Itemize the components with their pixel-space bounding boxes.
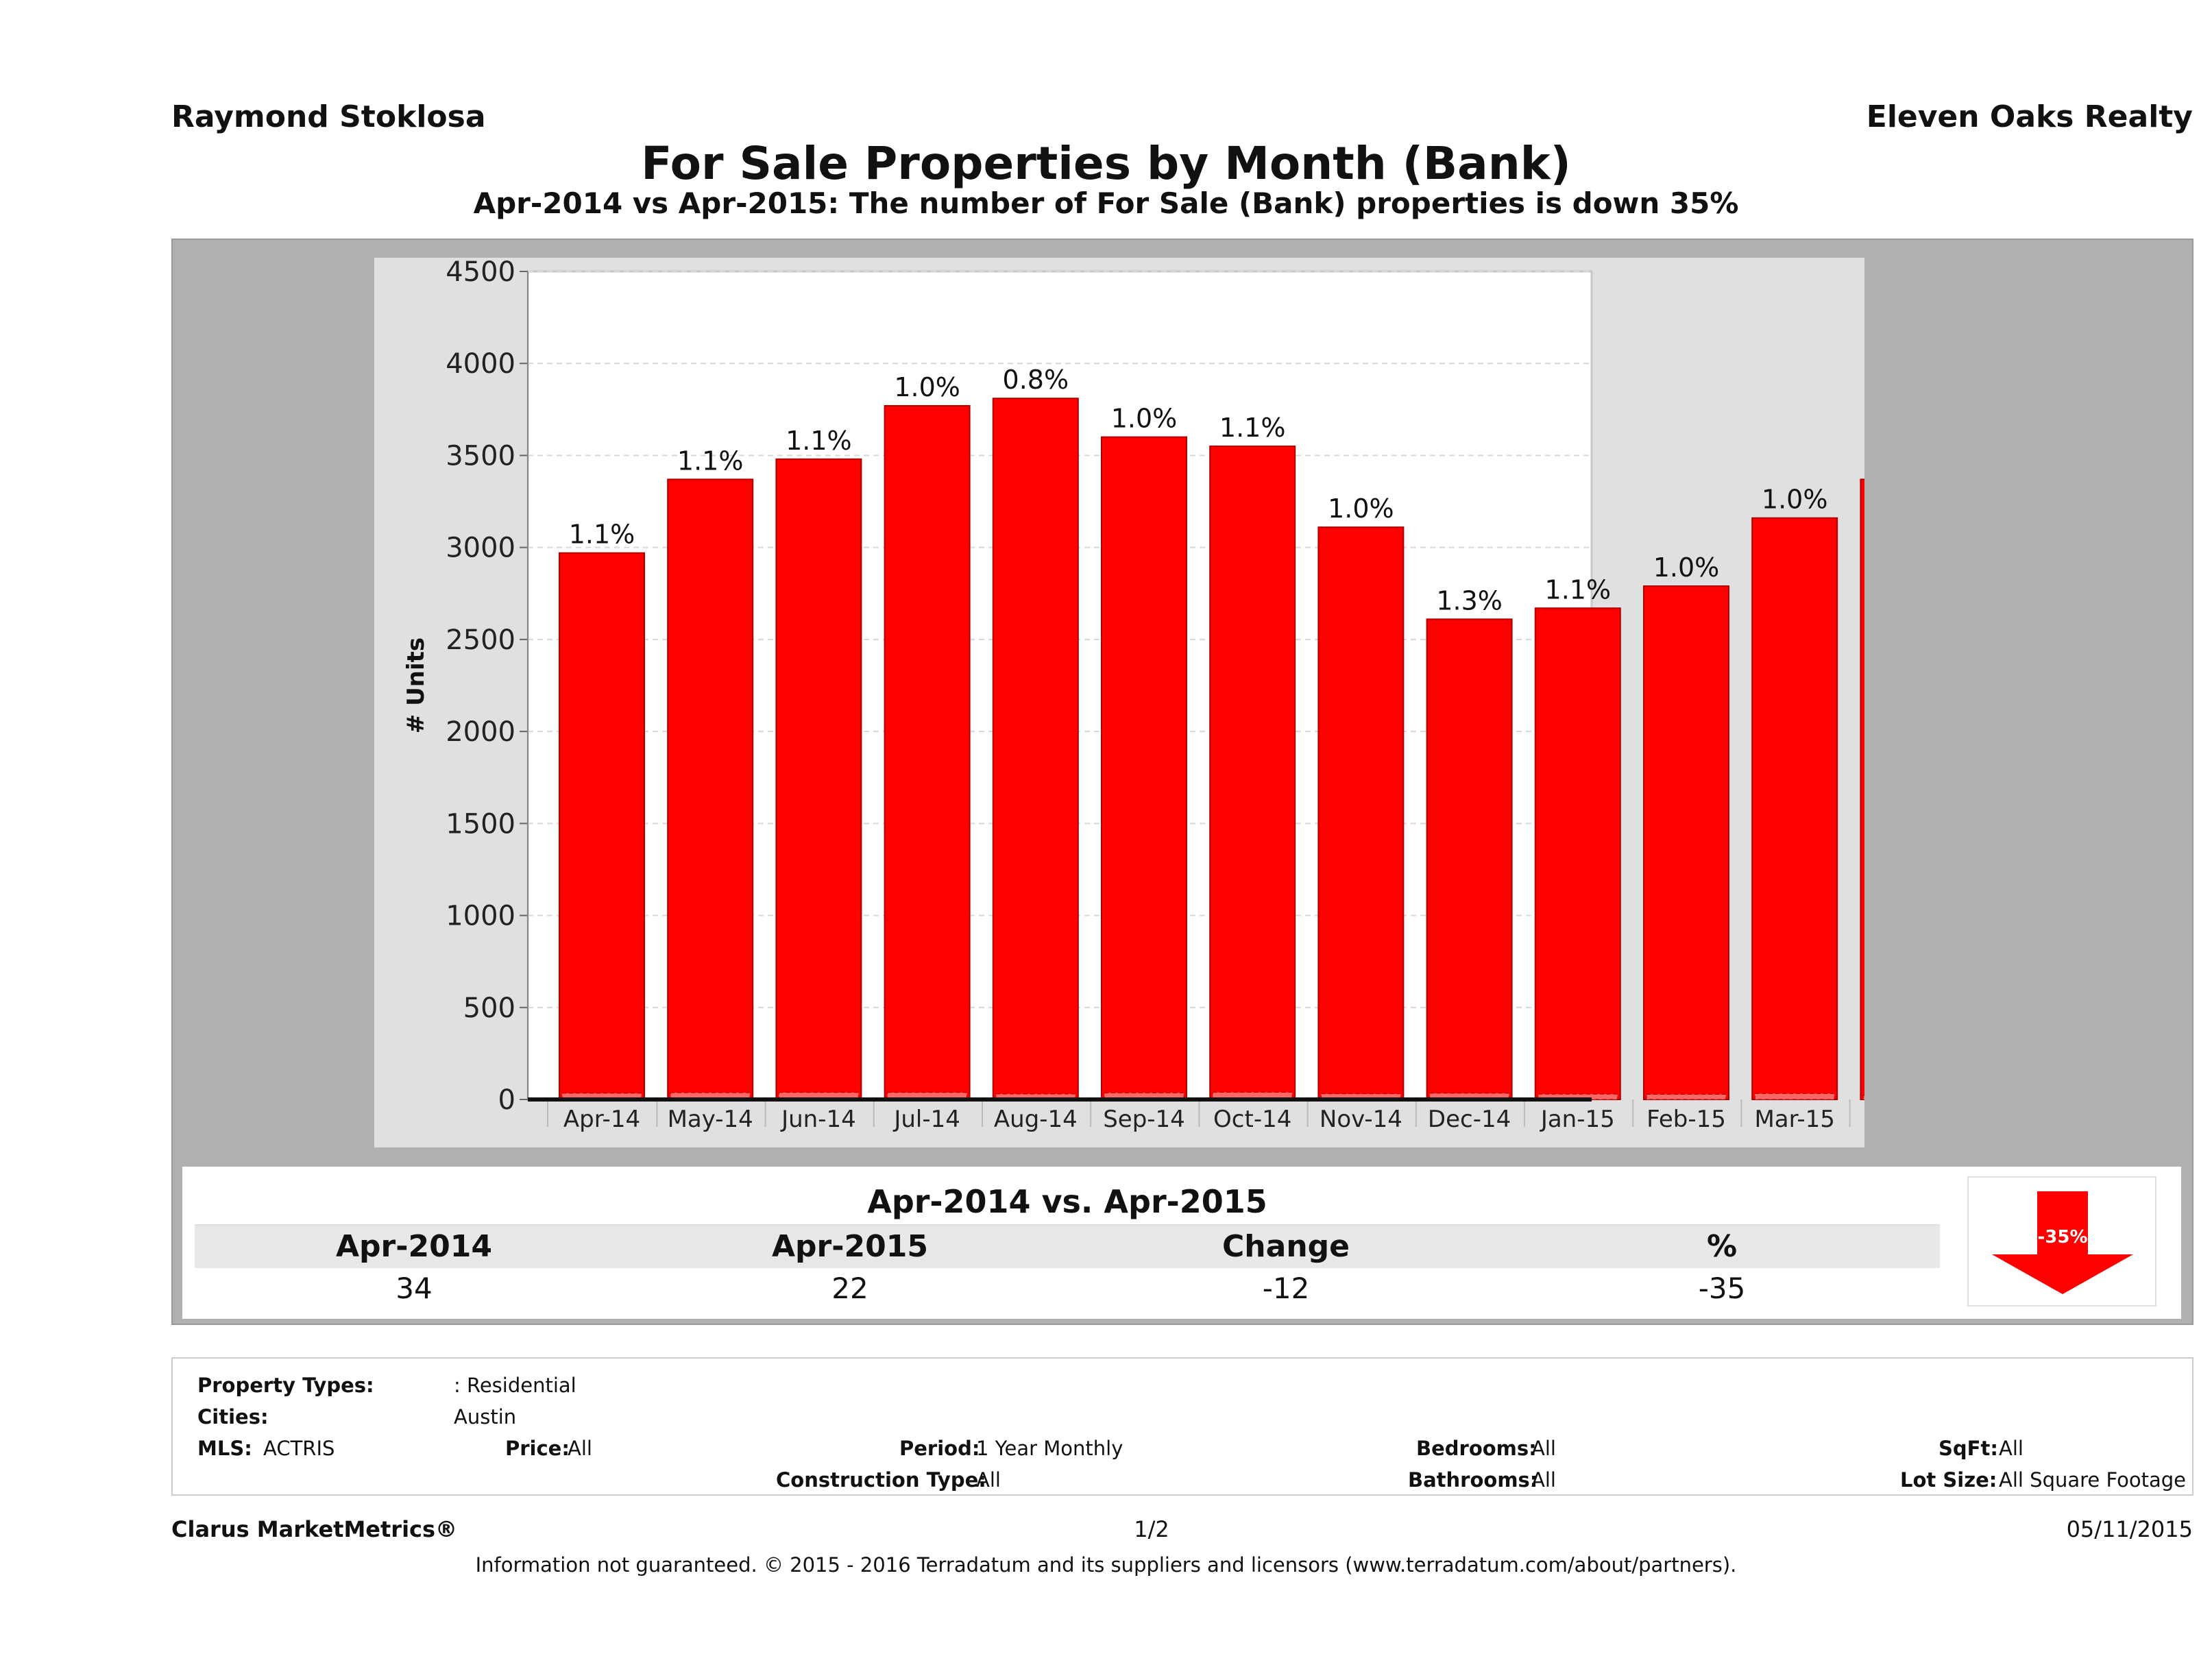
price-label: Price: bbox=[505, 1437, 570, 1460]
comparison-value-percent: -35 bbox=[1698, 1272, 1746, 1305]
bar-data-label: 1.0% bbox=[1111, 404, 1178, 434]
property-types-label: Property Types: bbox=[197, 1374, 374, 1397]
bar-data-label: 1.0% bbox=[894, 372, 960, 402]
bar-data-label: 1.1% bbox=[786, 426, 852, 456]
y-tick-label: 500 bbox=[463, 993, 515, 1024]
bar-data-label: 0.8% bbox=[1003, 365, 1069, 395]
x-tick-label: Sep-14 bbox=[1103, 1106, 1185, 1133]
sqft-label: SqFt: bbox=[1938, 1437, 1998, 1460]
trend-arrow-label: -35% bbox=[2037, 1227, 2088, 1248]
footer-page-number: 1/2 bbox=[1134, 1516, 1169, 1542]
comparison-header-row: Apr-2014 Apr-2015 Change % bbox=[195, 1226, 1940, 1268]
footer-date: 05/11/2015 bbox=[2066, 1516, 2193, 1542]
mls-label: MLS: bbox=[197, 1437, 252, 1460]
bar bbox=[1534, 607, 1621, 1100]
x-tick-label: Aug-14 bbox=[994, 1106, 1078, 1133]
comparison-value-end: 22 bbox=[831, 1272, 868, 1305]
period-label: Period: bbox=[899, 1437, 980, 1460]
bar-secondary bbox=[1646, 1093, 1727, 1100]
comparison-header-start: Apr-2014 bbox=[336, 1229, 492, 1264]
bar bbox=[1751, 517, 1838, 1100]
bar bbox=[1101, 436, 1187, 1101]
comparison-header-end: Apr-2015 bbox=[772, 1229, 928, 1264]
bathrooms-value: All bbox=[1531, 1468, 1556, 1492]
comparison-title: Apr-2014 vs. Apr-2015 bbox=[195, 1179, 1940, 1226]
x-tick-label: Apr-14 bbox=[563, 1106, 640, 1133]
y-tick-label: 4500 bbox=[446, 258, 515, 288]
x-tick-label: Feb-15 bbox=[1646, 1106, 1726, 1133]
bedrooms-value: All bbox=[1531, 1437, 1556, 1460]
x-tick-label: Nov-14 bbox=[1320, 1106, 1402, 1133]
cities-label: Cities: bbox=[197, 1405, 269, 1428]
bar bbox=[1426, 618, 1513, 1100]
footer-disclaimer: Information not guaranteed. © 2015 - 201… bbox=[475, 1553, 1737, 1577]
comparison-value-start: 34 bbox=[396, 1272, 433, 1305]
bar-secondary bbox=[1754, 1093, 1835, 1100]
bar bbox=[775, 458, 862, 1100]
x-tick-label: Jan-15 bbox=[1540, 1106, 1615, 1133]
y-axis-label: # Units bbox=[402, 637, 430, 733]
bar bbox=[992, 398, 1079, 1100]
y-tick-label: 1000 bbox=[446, 901, 515, 932]
lot-size-value: All Square Footage bbox=[1999, 1468, 2187, 1492]
x-tick-label: Mar-15 bbox=[1754, 1106, 1835, 1133]
chart-subtitle: Apr-2014 vs Apr-2015: The number of For … bbox=[473, 186, 1739, 220]
comparison-header-change: Change bbox=[1222, 1229, 1350, 1264]
bar bbox=[1860, 478, 1864, 1100]
agent-name: Raymond Stoklosa bbox=[171, 99, 486, 134]
y-tick-label: 1500 bbox=[446, 808, 515, 840]
x-tick-label: Jun-14 bbox=[780, 1106, 856, 1133]
bathrooms-label: Bathrooms: bbox=[1408, 1468, 1538, 1492]
mls-value: ACTRIS bbox=[263, 1437, 335, 1460]
footer-brand: Clarus MarketMetrics® bbox=[171, 1516, 458, 1542]
filter-info-box: Property Types: : Residential Cities: Au… bbox=[171, 1357, 2193, 1496]
comparison-value-change: -12 bbox=[1262, 1272, 1310, 1305]
y-tick-label: 3500 bbox=[446, 440, 515, 472]
bar bbox=[559, 552, 645, 1101]
x-tick-label: Jul-14 bbox=[892, 1106, 960, 1133]
brokerage-name: Eleven Oaks Realty bbox=[1866, 99, 2193, 134]
bar-data-label: 1.1% bbox=[677, 446, 744, 476]
bar bbox=[667, 478, 754, 1100]
sqft-value: All bbox=[1999, 1437, 2023, 1460]
bar bbox=[1317, 526, 1405, 1101]
period-value: 1 Year Monthly bbox=[976, 1437, 1123, 1460]
bar-data-label: 1.1% bbox=[1219, 413, 1286, 443]
bar-data-label: 1.0% bbox=[1653, 552, 1720, 583]
comparison-header-percent: % bbox=[1706, 1229, 1738, 1264]
bar-data-label: 1.0% bbox=[1328, 494, 1394, 524]
chart-title: For Sale Properties by Month (Bank) bbox=[641, 137, 1571, 190]
construction-type-label: Construction Type: bbox=[776, 1468, 986, 1492]
down-arrow-icon bbox=[1992, 1191, 2133, 1294]
bar-data-label: 1.1% bbox=[569, 520, 635, 550]
bedrooms-label: Bedrooms: bbox=[1416, 1437, 1537, 1460]
bar-data-label: 1.0% bbox=[1762, 485, 1828, 515]
bar bbox=[884, 404, 971, 1101]
lot-size-label: Lot Size: bbox=[1900, 1468, 1997, 1492]
bar-data-label: 1.3% bbox=[1436, 585, 1503, 616]
bar-chart: 0 500 1000 1500 2000 2500 3000 3500 4000 4500 # Un… bbox=[402, 258, 1864, 1133]
y-tick-label: 2500 bbox=[446, 624, 515, 656]
y-tick-label: 2000 bbox=[446, 716, 515, 748]
cities-value: Austin bbox=[454, 1405, 517, 1428]
y-tick-label: 4000 bbox=[446, 348, 515, 380]
bar-data-label: 1.1% bbox=[1545, 574, 1612, 605]
bar bbox=[1209, 446, 1296, 1100]
property-types-value: : Residential bbox=[454, 1374, 576, 1397]
construction-type-value: All bbox=[976, 1468, 1001, 1492]
x-tick-label: Oct-14 bbox=[1213, 1106, 1291, 1133]
y-tick-label: 0 bbox=[498, 1084, 515, 1116]
trend-arrow-box bbox=[1967, 1176, 2156, 1306]
x-tick-label: Dec-14 bbox=[1428, 1106, 1511, 1133]
bar bbox=[1643, 585, 1729, 1101]
bar-secondary bbox=[1862, 1095, 1864, 1100]
price-value: All bbox=[568, 1437, 592, 1460]
y-tick-label: 3000 bbox=[446, 533, 515, 564]
x-tick-label: May-14 bbox=[668, 1106, 753, 1133]
comparison-value-row: 34 22 -12 -35 bbox=[195, 1269, 1940, 1308]
